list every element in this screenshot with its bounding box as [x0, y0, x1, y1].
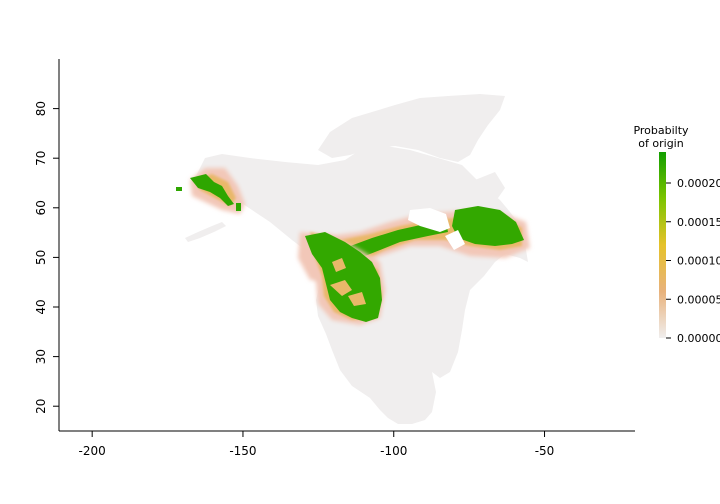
- y-tick-label: 60: [34, 200, 48, 215]
- probability-overlay: [176, 168, 530, 325]
- legend-tick-label: 0.00020: [677, 177, 720, 190]
- y-axis-ticks: 20 30 40 50 60 70 80: [34, 101, 59, 414]
- northeast-island: [475, 172, 505, 198]
- y-tick-label: 30: [34, 349, 48, 364]
- x-tick-label: -150: [229, 444, 256, 458]
- x-tick-label: -100: [380, 444, 407, 458]
- legend-tick-label: 0.00000: [677, 332, 720, 345]
- aleutian-chain: [185, 222, 226, 242]
- arctic-islands: [318, 94, 505, 162]
- legend-tick-label: 0.00005: [677, 293, 720, 306]
- x-axis-ticks: -200 -150 -100 -50: [79, 431, 555, 458]
- legend-tick-labels: 0.00020 0.00015 0.00010 0.00005 0.00000: [666, 177, 720, 345]
- legend-colorbar: 0.00020 0.00015 0.00010 0.00005 0.00000: [659, 152, 720, 345]
- axes: -200 -150 -100 -50 20 30 40 50 60 70 80: [34, 59, 635, 458]
- legend-title-line2: of origin: [638, 137, 684, 150]
- western-region: [302, 232, 385, 325]
- y-tick-label: 40: [34, 299, 48, 314]
- x-tick-label: -200: [79, 444, 106, 458]
- y-tick-label: 70: [34, 151, 48, 166]
- legend-title-line1: Probabilty: [633, 124, 689, 137]
- x-tick-label: -50: [535, 444, 555, 458]
- y-tick-label: 50: [34, 250, 48, 265]
- legend-tick-label: 0.00015: [677, 216, 720, 229]
- alaska-region: [176, 168, 245, 214]
- y-tick-label: 80: [34, 101, 48, 116]
- legend-title: Probabilty of origin: [622, 124, 700, 150]
- legend-tick-label: 0.00010: [677, 255, 720, 268]
- y-tick-label: 20: [34, 399, 48, 414]
- legend-gradient-bar: [659, 152, 666, 338]
